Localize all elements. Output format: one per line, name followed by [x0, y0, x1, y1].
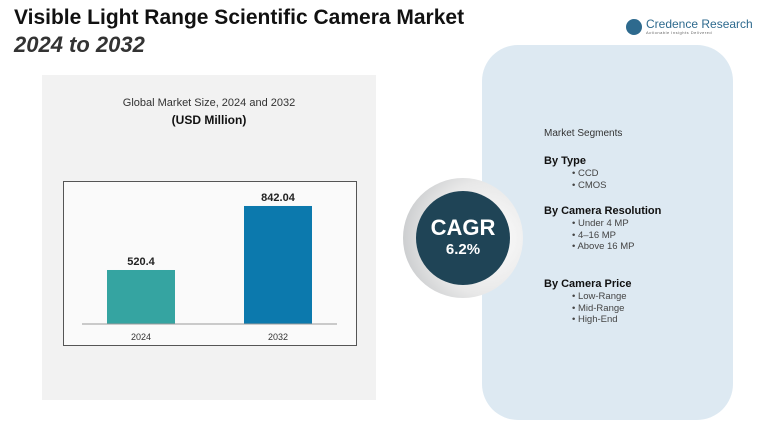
segment-item: • Under 4 MP: [572, 218, 629, 229]
logo-tagline: Actionable Insights Delivered: [646, 30, 713, 35]
segment-group-title: By Type: [544, 155, 586, 167]
logo-icon: [626, 18, 642, 35]
page-title: Visible Light Range Scientific Camera Ma…: [14, 6, 465, 29]
bar-2032: [244, 205, 312, 324]
segment-item: • High-End: [572, 314, 618, 325]
segment-group-title: By Camera Price: [544, 278, 632, 290]
segment-group-title: By Camera Resolution: [544, 205, 662, 217]
logo-name: Credence Research: [646, 17, 753, 31]
segment-item: • CMOS: [572, 179, 607, 191]
segments-panel: [482, 45, 733, 420]
cagr-badge: CAGR 6.2%: [416, 191, 510, 285]
bar-chart: 520.4 2024 842.04 2032: [82, 192, 337, 342]
data-label: 520.4: [127, 256, 155, 268]
segment-item: • Low-Range: [572, 291, 627, 302]
logo: Credence Research Actionable Insights Del…: [626, 18, 753, 35]
segment-item: • CCD: [572, 168, 599, 179]
segment-item: • 4–16 MP: [572, 229, 616, 241]
bar-2024: [107, 269, 175, 324]
chart-title: Global Market Size, 2024 and 2032: [122, 97, 296, 109]
x-tick-label: 2024: [131, 332, 151, 342]
x-tick-label: 2032: [268, 332, 288, 342]
chart-unit: (USD Million): [171, 113, 247, 127]
segments-heading: Market Segments: [544, 128, 623, 139]
segment-item: • Above 16 MP: [572, 241, 635, 252]
chart-panel: Global Market Size, 2024 and 2032 (USD M…: [42, 75, 376, 400]
cagr-label: CAGR: [430, 215, 496, 240]
data-label: 842.04: [261, 192, 296, 204]
segment-item: • Mid-Range: [572, 302, 625, 314]
page-subtitle: 2024 to 2032: [14, 32, 145, 57]
cagr-value: 6.2%: [445, 241, 481, 258]
